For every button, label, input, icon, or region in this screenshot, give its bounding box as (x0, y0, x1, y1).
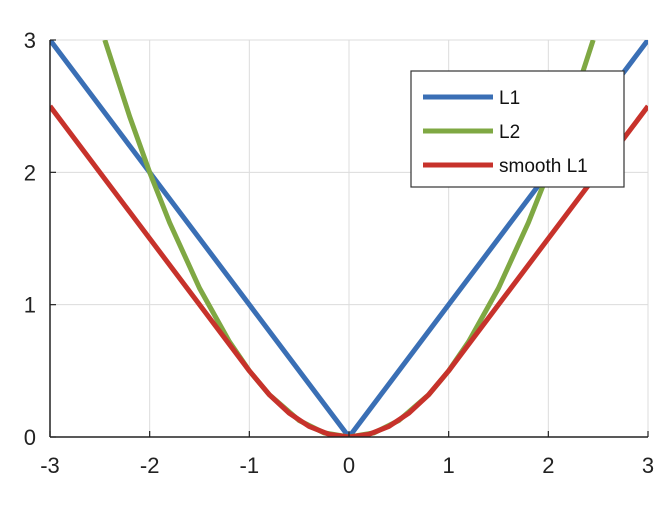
x-tick-label: -1 (240, 453, 260, 478)
series-line-l2 (102, 40, 596, 437)
legend: L1 L2 smooth L1 (410, 70, 625, 188)
y-tick-label: 3 (24, 28, 36, 53)
x-tick-label: -2 (140, 453, 160, 478)
legend-label-l2: L2 (499, 122, 520, 143)
series-line-smooth-l1 (50, 104, 648, 437)
y-tick-label: 2 (24, 160, 36, 185)
x-tick-label: -3 (40, 453, 60, 478)
x-tick-label: 3 (642, 453, 654, 478)
legend-label-smooth-l1: smooth L1 (499, 156, 588, 177)
y-tick-label: 0 (24, 425, 36, 450)
x-tick-label: 1 (443, 453, 455, 478)
axes: -3 -2 -1 0 1 2 3 0 1 2 3 (24, 28, 654, 478)
y-tick-label: 1 (24, 293, 36, 318)
legend-label-l1: L1 (499, 88, 520, 109)
x-tick-label: 2 (542, 453, 554, 478)
x-tick-label: 0 (343, 453, 355, 478)
